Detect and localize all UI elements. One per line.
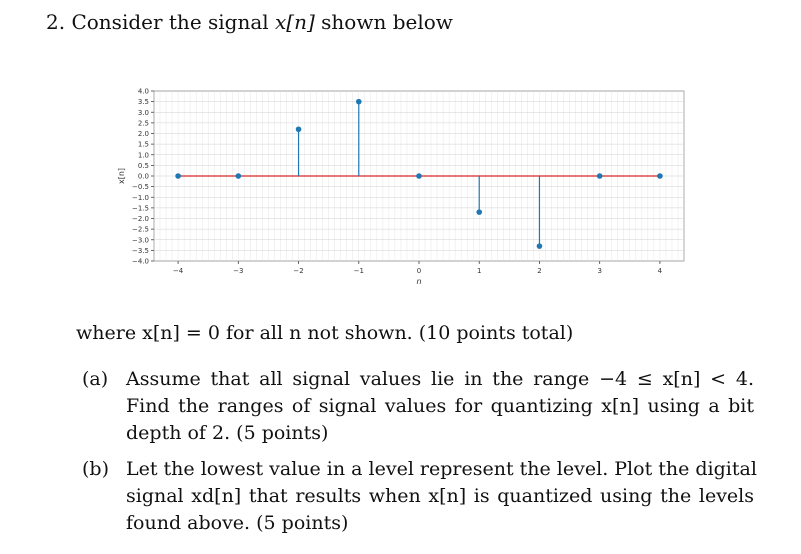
stem-marker	[536, 243, 543, 249]
y-tick-label: 0.0	[138, 173, 149, 181]
y-tick-label: −1.0	[132, 194, 149, 202]
stem-marker	[476, 209, 483, 215]
stem-marker	[657, 173, 663, 179]
x-tick-label: −1	[354, 267, 364, 275]
stem-marker	[175, 173, 181, 179]
note-text: where x[n] = 0 for all n not shown. (10 …	[76, 322, 574, 344]
x-tick-label: −4	[173, 267, 184, 275]
y-tick-label: 2.0	[138, 130, 149, 138]
part-b-line-1: Let the lowest value in a level represen…	[126, 458, 757, 480]
plot-marks	[175, 98, 663, 249]
x-tick-label: −2	[293, 267, 303, 275]
stem-marker	[355, 98, 362, 105]
y-tick-label: −3.5	[132, 247, 149, 255]
x-tick-label: −3	[233, 267, 243, 275]
y-tick-label: −4.0	[132, 258, 149, 266]
y-tick-label: 2.5	[138, 119, 149, 127]
y-axis-label: x[n]	[117, 168, 126, 184]
problem-intro-before: Consider the signal	[71, 10, 269, 34]
part-a-line-1: Assume that all signal values lie in the…	[126, 368, 754, 390]
part-b-line-3: found above. (5 points)	[126, 512, 349, 534]
stem-marker	[235, 173, 242, 179]
x-tick-label: 3	[597, 267, 601, 275]
stem-marker	[416, 173, 422, 179]
part-a-line-3: depth of 2. (5 points)	[126, 422, 329, 444]
y-tick-label: 1.5	[138, 141, 149, 149]
problem-intro-after: shown below	[321, 10, 453, 34]
x-tick-label: 4	[658, 267, 663, 275]
y-tick-label: 4.0	[138, 88, 149, 96]
x-tick-label: 0	[417, 267, 421, 275]
stem-plot: −4 −3 −2 −1 0 1 2 3 4 4.0 3.5 3.0 2.5 2.0 1.5 1.0 0.5 0.0…	[117, 88, 685, 286]
x-axis-label: n	[416, 277, 421, 286]
part-b-line-2: signal xd[n] that results when x[n] is q…	[126, 485, 754, 507]
y-tick-label: −3.0	[132, 236, 149, 244]
y-tick-label: −2.5	[132, 226, 149, 234]
part-a-line-2: Find the ranges of signal values for qua…	[126, 395, 754, 417]
problem-number: 2.	[46, 10, 66, 34]
x-tick-label: 2	[537, 267, 541, 275]
y-tick-label: 3.5	[138, 98, 149, 106]
stem-marker	[295, 126, 302, 133]
y-tick-label: 0.5	[138, 162, 149, 170]
y-tick-label: −2.0	[132, 215, 149, 223]
y-tick-label: 1.0	[138, 151, 149, 159]
stem-marker	[596, 173, 603, 179]
y-tick-label: 3.0	[138, 109, 149, 117]
part-b-label: (b)	[82, 458, 109, 480]
plot-ticks: −4 −3 −2 −1 0 1 2 3 4 4.0 3.5 3.0 2.5 2.0 1.5 1.0 0.5 0.0…	[132, 88, 663, 276]
x-tick-label: 1	[477, 267, 481, 275]
y-tick-label: −0.5	[132, 183, 149, 191]
part-a-label: (a)	[82, 368, 109, 390]
y-tick-label: −1.5	[132, 204, 149, 212]
problem-heading: 2. Consider the signal x[n] shown below	[46, 10, 453, 34]
signal-symbol: x[n]	[275, 10, 315, 34]
